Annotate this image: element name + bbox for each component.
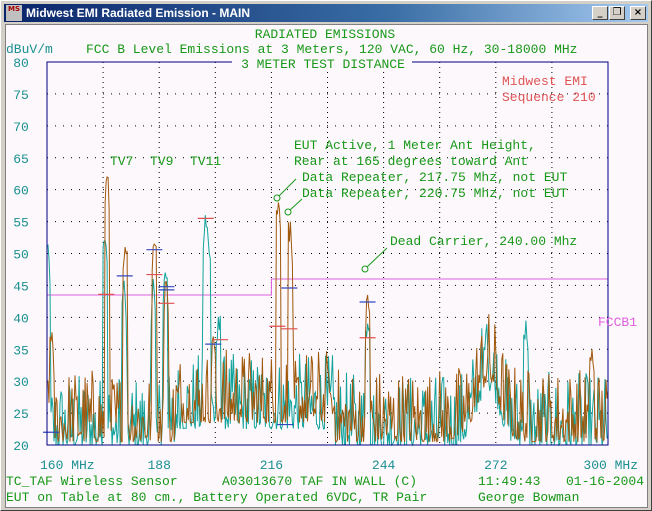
- test-distance-label: 3 METER TEST DISTANCE: [241, 57, 405, 72]
- annotation-eut-1: EUT Active, 1 Meter Ant Height,: [294, 138, 536, 153]
- limit-label: FCCB1: [598, 315, 637, 330]
- traces: [46, 176, 609, 447]
- restore-button[interactable]: ❐: [609, 6, 625, 20]
- y-tick-label: 65: [13, 152, 29, 167]
- chart-title: RADIATED EMISSIONS: [255, 27, 396, 42]
- y-tick-label: 50: [13, 248, 29, 263]
- y-axis-unit: dBuV/m: [6, 42, 53, 57]
- annotation-leaders: [273, 178, 388, 273]
- distance-label-bg: [232, 55, 412, 69]
- x-tick-label: 244: [372, 458, 396, 473]
- footer-operator: George Bowman: [478, 490, 579, 505]
- x-tick-label: 188: [147, 458, 170, 473]
- annotation-eut-2: Rear at 165 degrees toward Ant: [294, 154, 528, 169]
- trace-teal: [46, 215, 609, 447]
- y-tick-labels: 80 75 70 65 60 55 50 45 40 35 30 25 20: [13, 56, 29, 454]
- x-tick-label: 160 MHz: [40, 458, 95, 473]
- footer-setup: EUT on Table at 80 cm., Battery Operated…: [6, 490, 427, 505]
- y-tick-label: 20: [13, 439, 29, 454]
- x-tick-labels: 160 MHz 188 216 244 272 300 MHz: [40, 458, 638, 473]
- trace-brown: [46, 176, 609, 443]
- y-tick-label: 70: [13, 120, 29, 135]
- footer-eut-name: TC_TAF Wireless Sensor: [6, 474, 178, 489]
- minimize-button[interactable]: _: [592, 6, 608, 20]
- annotation-tv7: TV7: [110, 154, 133, 169]
- x-tick-label: 216: [260, 458, 283, 473]
- y-tick-label: 55: [13, 216, 29, 231]
- brand-line-1: Midwest EMI: [502, 74, 588, 89]
- y-tick-label: 45: [13, 279, 29, 294]
- annotation-tv11: TV11: [190, 154, 221, 169]
- annotation-tv9: TV9: [150, 154, 173, 169]
- y-tick-label: 60: [13, 184, 29, 199]
- footer-time: 11:49:43: [478, 474, 540, 489]
- markers: [43, 217, 376, 433]
- annotation-dead-carrier: Dead Carrier, 240.00 Mhz: [390, 234, 577, 249]
- chart-subtitle: FCC B Level Emissions at 3 Meters, 120 V…: [86, 42, 577, 57]
- footer-job-id: A03013670 TAF IN WALL (C): [222, 474, 417, 489]
- y-tick-label: 30: [13, 375, 29, 390]
- annotation-repeater-1: Data Repeater, 217.75 Mhz, not EUT: [302, 170, 567, 185]
- y-tick-label: 35: [13, 343, 29, 358]
- y-tick-label: 80: [13, 56, 29, 71]
- brand-line-2: Sequence 210: [502, 90, 596, 105]
- y-tick-label: 40: [13, 311, 29, 326]
- x-tick-label: 272: [484, 458, 507, 473]
- limit-line-fccb1: [47, 278, 608, 296]
- window-title: Midwest EMI Radiated Emission - MAIN: [26, 6, 251, 20]
- app-icon: MS: [6, 5, 22, 21]
- annotation-repeater-2: Data Repeater, 220.75 Mhz, not EUT: [302, 186, 567, 201]
- title-bar[interactable]: MS Midwest EMI Radiated Emission - MAIN …: [4, 4, 648, 22]
- x-tick-label: 300 MHz: [583, 458, 638, 473]
- footer-date: 01-16-2004: [566, 474, 644, 489]
- y-tick-label: 25: [13, 407, 29, 422]
- y-tick-label: 75: [13, 88, 29, 103]
- close-button[interactable]: ×: [630, 6, 646, 20]
